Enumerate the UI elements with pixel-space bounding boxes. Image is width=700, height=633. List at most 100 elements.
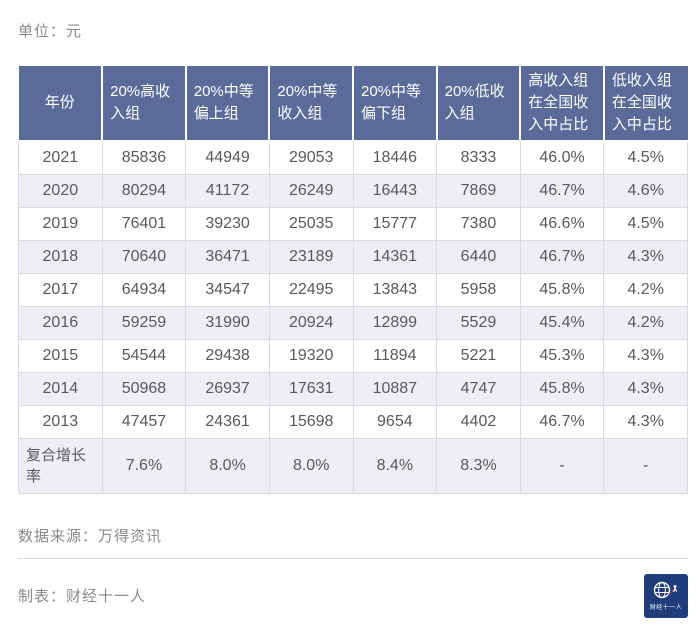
value-cell: 70640 (101, 239, 187, 274)
row-label-cell: 2016 (18, 305, 103, 340)
value-cell: 54544 (101, 338, 187, 373)
column-header-4: 20%中等偏下组 (352, 66, 437, 142)
table-header: 年份 20%高收入组 20%中等偏上组 20%中等收入组 20%中等偏下组 20%低收入组… (18, 66, 688, 142)
value-cell: 24361 (185, 404, 270, 439)
value-cell: 46.7% (519, 404, 605, 439)
value-cell: 23189 (268, 239, 354, 274)
value-cell: 13843 (352, 272, 438, 307)
table-row: 2017 64934 34547 22495 13843 5958 45.8% 4.2% (18, 272, 688, 307)
value-cell: 47457 (101, 404, 187, 439)
value-cell: 14361 (352, 239, 438, 274)
value-cell: 11894 (352, 338, 438, 373)
row-label-cell: 2019 (18, 206, 103, 241)
value-cell: 29053 (268, 140, 354, 175)
value-cell: 4402 (436, 404, 521, 439)
value-cell: - (603, 437, 688, 494)
publisher-logo: 财经十一人 (644, 573, 688, 618)
table-body: 2021 85836 44949 29053 18446 8333 46.0% 4.5% 202… (18, 140, 688, 494)
value-cell: 7869 (436, 173, 521, 208)
value-cell: 4.6% (603, 173, 688, 208)
column-header-5: 20%低收入组 (435, 66, 521, 142)
value-cell: 20924 (268, 305, 354, 340)
value-cell: 12899 (352, 305, 438, 340)
value-cell: 39230 (185, 206, 270, 241)
value-cell: 4.3% (603, 404, 688, 439)
value-cell: 29438 (185, 338, 270, 373)
value-cell: 4.2% (603, 305, 688, 340)
value-cell: 8.3% (436, 437, 521, 494)
footer-credit-row: 制表：财经十一人 财经十一人 (18, 573, 688, 618)
value-cell: 4.5% (603, 140, 688, 175)
unit-label: 单位：元 (18, 23, 83, 40)
table-row: 2019 76401 39230 25035 15777 7380 46.6% 4.5% (18, 206, 688, 241)
value-cell: 4.5% (603, 206, 688, 241)
value-cell: 25035 (268, 206, 354, 241)
value-cell: - (519, 437, 605, 494)
income-table: 年份 20%高收入组 20%中等偏上组 20%中等收入组 20%中等偏下组 20%低收入组… (18, 66, 688, 494)
value-cell: 41172 (185, 173, 270, 208)
table-row: 2015 54544 29438 19320 11894 5221 45.3% 4.3% (18, 338, 688, 373)
table-row: 2016 59259 31990 20924 12899 5529 45.4% 4.2% (18, 305, 688, 340)
value-cell: 46.7% (519, 173, 605, 208)
row-label-cell: 复合增长率 (18, 437, 103, 494)
row-label-cell: 2020 (18, 173, 103, 208)
value-cell: 45.8% (519, 371, 605, 406)
row-label-cell: 2015 (18, 338, 103, 373)
value-cell: 44949 (185, 140, 270, 175)
value-cell: 5221 (436, 338, 521, 373)
value-cell: 5529 (436, 305, 521, 340)
value-cell: 4747 (436, 371, 521, 406)
value-cell: 26249 (268, 173, 354, 208)
column-header-2: 20%中等偏上组 (184, 66, 270, 142)
row-label-cell: 2017 (18, 272, 103, 307)
value-cell: 80294 (101, 173, 187, 208)
value-cell: 46.7% (519, 239, 605, 274)
value-cell: 9654 (352, 404, 438, 439)
value-cell: 19320 (268, 338, 354, 373)
credit-label: 制表：财经十一人 (18, 588, 147, 605)
value-cell: 18446 (352, 140, 438, 175)
value-cell: 4.3% (603, 239, 688, 274)
value-cell: 45.8% (519, 272, 605, 307)
value-cell: 5958 (436, 272, 521, 307)
logo-text: 财经十一人 (649, 605, 683, 611)
value-cell: 59259 (101, 305, 187, 340)
value-cell: 85836 (101, 140, 187, 175)
column-header-6: 高收入组在全国收入中占比 (519, 66, 604, 142)
value-cell: 8333 (436, 140, 521, 175)
column-header-0: 年份 (18, 66, 103, 142)
table-row: 复合增长率 7.6% 8.0% 8.0% 8.4% 8.3% - - (18, 437, 688, 494)
value-cell: 64934 (101, 272, 187, 307)
value-cell: 10887 (352, 371, 438, 406)
table-row: 2013 47457 24361 15698 9654 4402 46.7% 4.3% (18, 404, 688, 439)
value-cell: 50968 (101, 371, 187, 406)
table-row: 2018 70640 36471 23189 14361 6440 46.7% 4.3% (18, 239, 688, 274)
table-row: 2021 85836 44949 29053 18446 8333 46.0% 4.5% (18, 140, 688, 175)
value-cell: 7380 (436, 206, 521, 241)
value-cell: 31990 (185, 305, 270, 340)
value-cell: 46.6% (519, 206, 605, 241)
footer-divider (18, 557, 688, 559)
value-cell: 15777 (352, 206, 438, 241)
value-cell: 4.3% (603, 338, 688, 373)
globe-icon (653, 581, 678, 599)
value-cell: 8.0% (185, 437, 270, 494)
value-cell: 46.0% (519, 140, 605, 175)
row-label-cell: 2014 (18, 371, 103, 406)
value-cell: 22495 (268, 272, 354, 307)
value-cell: 34547 (185, 272, 270, 307)
value-cell: 76401 (101, 206, 187, 241)
value-cell: 4.2% (603, 272, 688, 307)
row-label-cell: 2021 (18, 140, 103, 175)
table-row: 2020 80294 41172 26249 16443 7869 46.7% 4.6% (18, 173, 688, 208)
table-header-row: 年份 20%高收入组 20%中等偏上组 20%中等收入组 20%中等偏下组 20%低收入组… (18, 66, 688, 142)
value-cell: 8.4% (352, 437, 438, 494)
data-source-label: 数据来源：万得资讯 (18, 527, 163, 545)
value-cell: 8.0% (268, 437, 354, 494)
row-label-cell: 2013 (18, 404, 103, 439)
column-header-3: 20%中等收入组 (268, 66, 353, 142)
row-label-cell: 2018 (18, 239, 103, 274)
value-cell: 45.4% (519, 305, 605, 340)
value-cell: 4.3% (603, 371, 688, 406)
value-cell: 15698 (268, 404, 354, 439)
